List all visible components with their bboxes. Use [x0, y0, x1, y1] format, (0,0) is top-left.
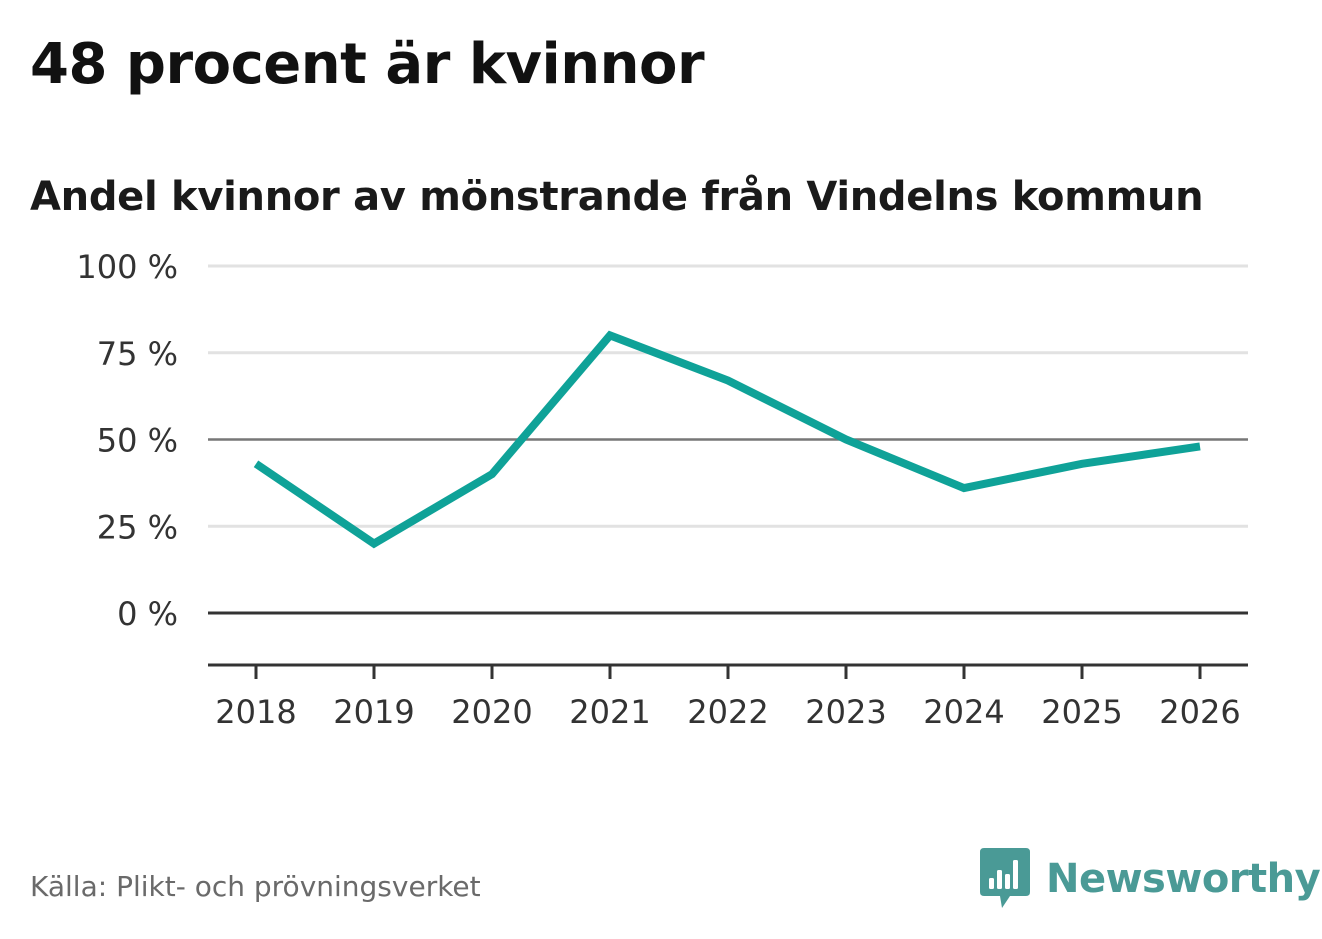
x-tick-label-2026: 2026 — [1159, 693, 1240, 731]
x-tick-label-2023: 2023 — [805, 693, 886, 731]
y-tick-label-75: 75 % — [97, 335, 178, 373]
x-tick-label-2025: 2025 — [1041, 693, 1122, 731]
y-tick-label-50: 50 % — [97, 422, 178, 460]
newsworthy-logo[interactable]: Newsworthy — [980, 848, 1321, 910]
gridlines — [208, 264, 1248, 615]
brand-name: Newsworthy — [1046, 856, 1321, 902]
x-tick-label-2019: 2019 — [333, 693, 414, 731]
x-tick-label-2024: 2024 — [923, 693, 1004, 731]
x-tick-label-2021: 2021 — [569, 693, 650, 731]
bar-chart-icon — [980, 848, 1030, 908]
chart-title: 48 procent är kvinnor — [30, 32, 705, 97]
x-axis: 2018 2019 2020 2021 2022 2023 2024 2025 2026 — [208, 663, 1248, 731]
y-tick-label-25: 25 % — [97, 508, 178, 546]
y-tick-label-0: 0 % — [117, 595, 178, 633]
x-tick-label-2022: 2022 — [687, 693, 768, 731]
y-axis-labels: 0 % 25 % 50 % 75 % 100 % — [76, 248, 178, 633]
chart-subtitle: Andel kvinnor av mönstrande från Vindeln… — [30, 174, 1204, 220]
y-tick-label-100: 100 % — [76, 248, 178, 286]
series — [253, 330, 1201, 549]
x-tick-label-2020: 2020 — [451, 693, 532, 731]
x-tick-label-2018: 2018 — [215, 693, 296, 731]
source-note: Källa: Plikt- och prövningsverket — [30, 870, 481, 903]
